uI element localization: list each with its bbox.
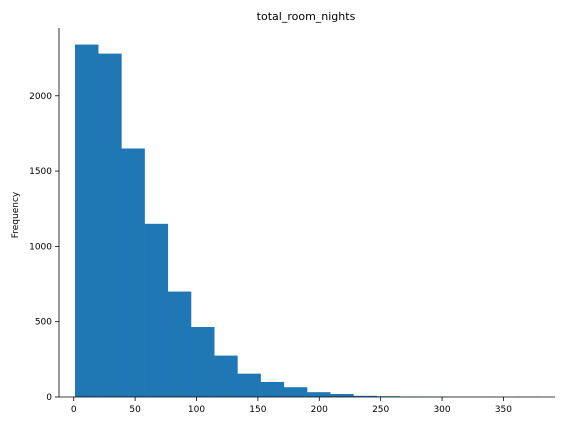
- x-tick-label: 250: [372, 405, 389, 415]
- y-tick-label: 1000: [29, 242, 52, 252]
- histogram-bar: [167, 291, 192, 397]
- histogram-bar: [144, 223, 169, 397]
- y-tick-label: 0: [46, 393, 52, 403]
- x-tick-label: 350: [495, 405, 512, 415]
- x-axis: 0 50 100 150 200 250 300 350: [59, 396, 555, 415]
- y-tick-label: 1500: [29, 167, 52, 177]
- histogram-bar: [74, 44, 99, 397]
- x-tick-label: 100: [188, 405, 205, 415]
- histogram-bar: [330, 393, 354, 397]
- x-tick-label: 300: [433, 405, 450, 415]
- histogram-bar: [121, 148, 145, 397]
- histogram-bar: [190, 326, 215, 397]
- histogram-bar: [237, 373, 261, 397]
- x-tick-label: 200: [311, 405, 328, 415]
- y-axis: 0 500 1000 1500 2000: [29, 28, 60, 403]
- histogram-bar: [283, 387, 308, 397]
- chart-title: total_room_nights: [257, 10, 356, 23]
- bars-group: [74, 44, 540, 397]
- x-tick-label: 0: [71, 405, 77, 415]
- histogram-bar: [353, 395, 377, 397]
- x-tick-label: 150: [249, 405, 266, 415]
- histogram-bar: [260, 381, 285, 397]
- y-tick-label: 500: [35, 318, 52, 328]
- histogram-bar: [307, 392, 331, 397]
- histogram-bar: [214, 355, 238, 397]
- y-tick-label: 2000: [29, 92, 52, 102]
- y-axis-label: Frequency: [11, 191, 21, 238]
- x-tick-label: 50: [129, 405, 141, 415]
- histogram-bar: [98, 53, 122, 397]
